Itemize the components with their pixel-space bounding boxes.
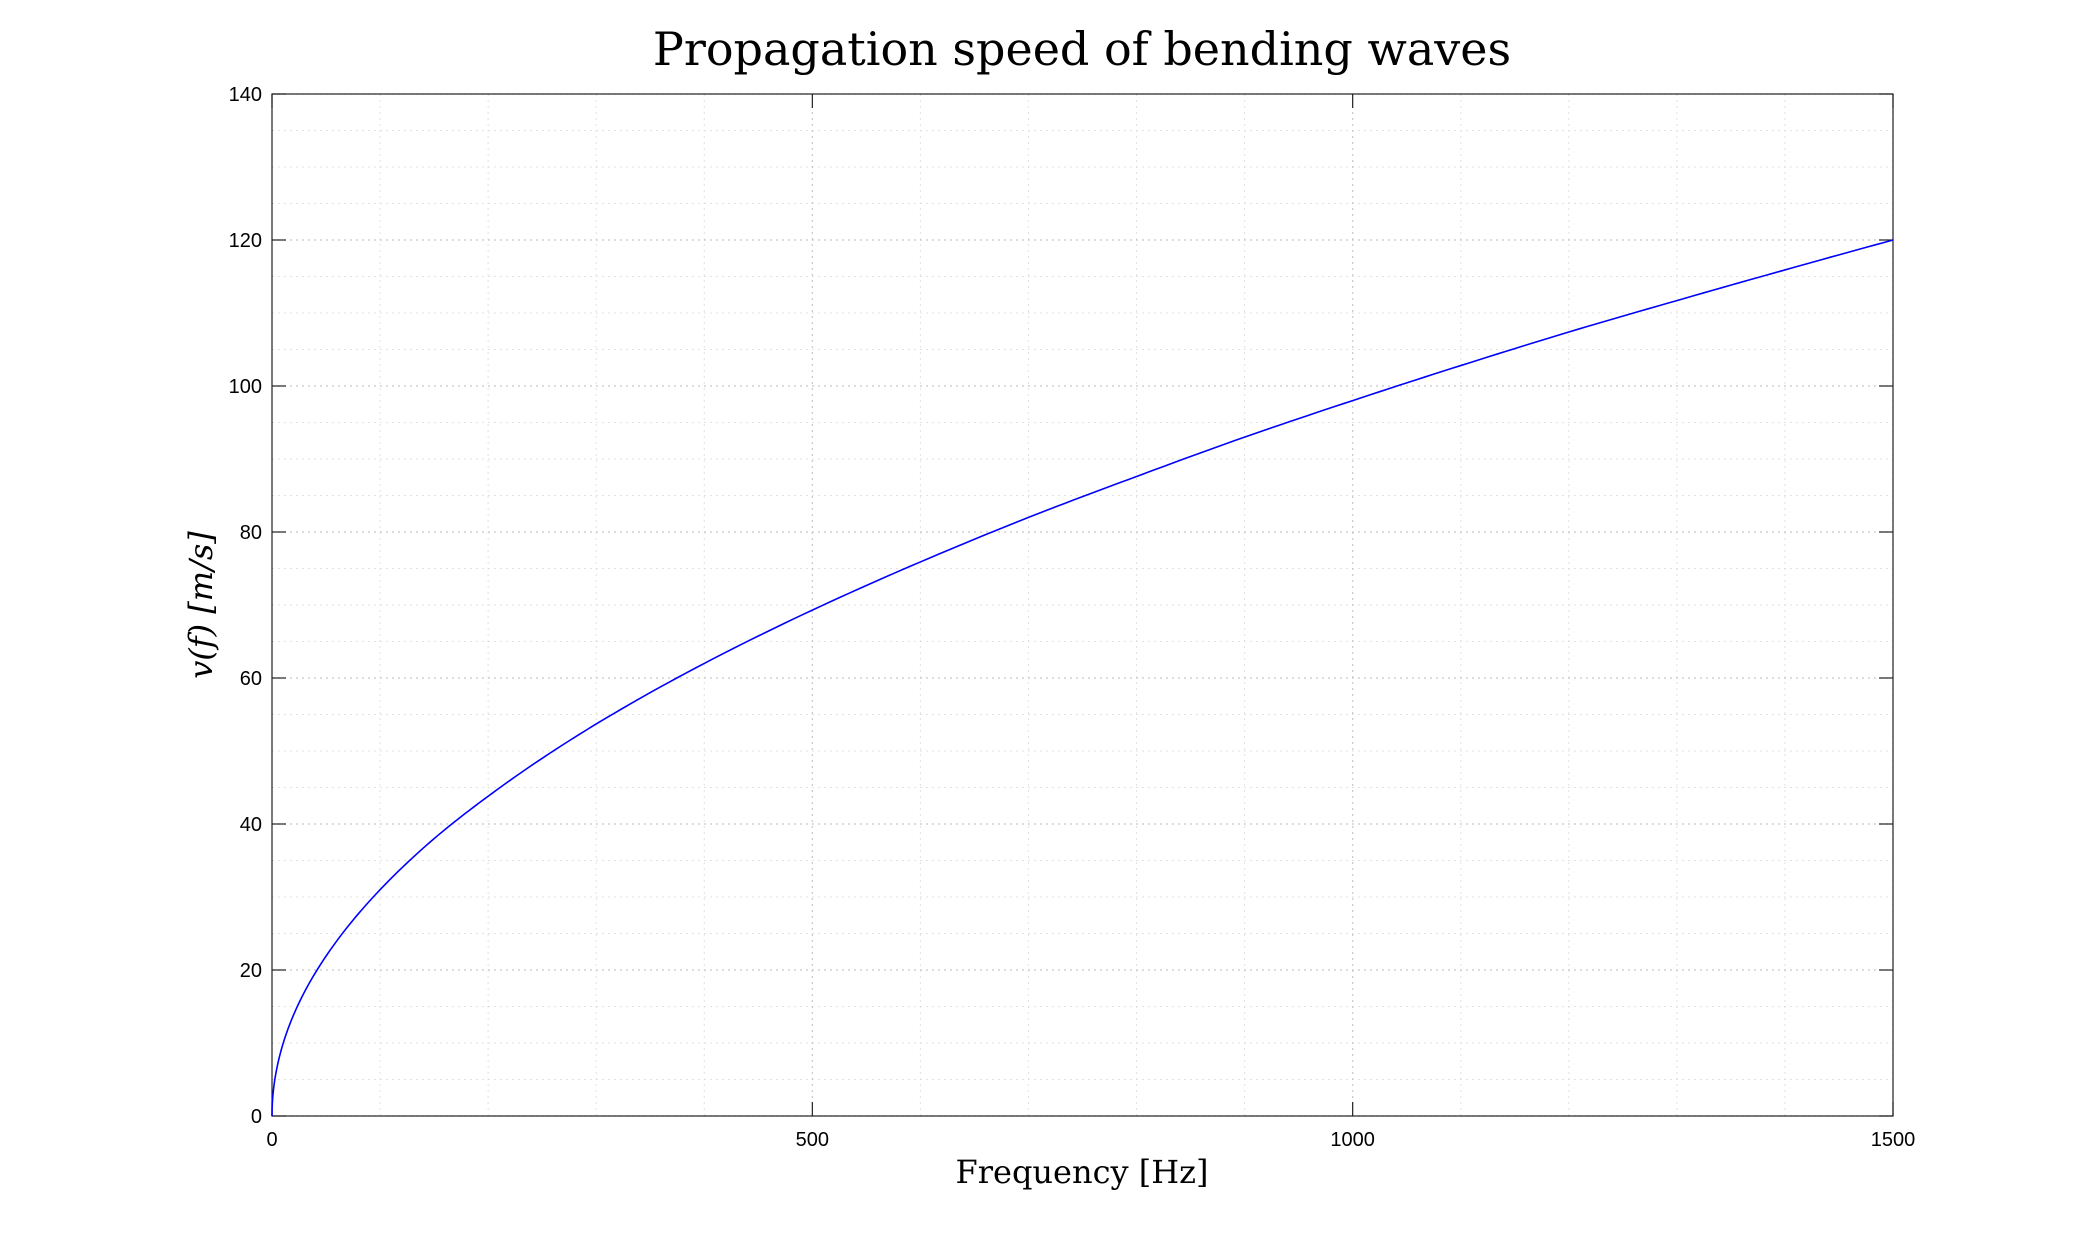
y-tick-label: 0 — [251, 1106, 262, 1128]
y-tick-label: 60 — [240, 668, 262, 690]
y-tick-label: 20 — [240, 960, 262, 982]
y-tick-label: 140 — [229, 84, 262, 106]
x-axis-label: Frequency [Hz] — [956, 1153, 1209, 1191]
y-tick-label: 80 — [240, 522, 262, 544]
x-tick-label: 1000 — [1330, 1129, 1375, 1151]
plot-area — [271, 93, 1894, 1117]
ticks — [271, 93, 1894, 1117]
y-axis-label: v(f) [m/s] — [182, 531, 220, 679]
chart-title: Propagation speed of bending waves — [653, 22, 1511, 76]
series-line — [271, 239, 1894, 1117]
y-tick-label: 40 — [240, 814, 262, 836]
x-tick-label: 1500 — [1871, 1129, 1916, 1151]
y-tick-label: 120 — [229, 230, 262, 252]
y-tick-label: 100 — [229, 376, 262, 398]
series-layer — [271, 239, 1894, 1117]
x-tick-label: 500 — [796, 1129, 829, 1151]
tick-labels: 0 500 1000 1500 0 20 40 60 80 100 120 140 — [229, 84, 1916, 1151]
minor-grid — [272, 94, 1893, 1116]
x-tick-label: 0 — [266, 1129, 277, 1151]
